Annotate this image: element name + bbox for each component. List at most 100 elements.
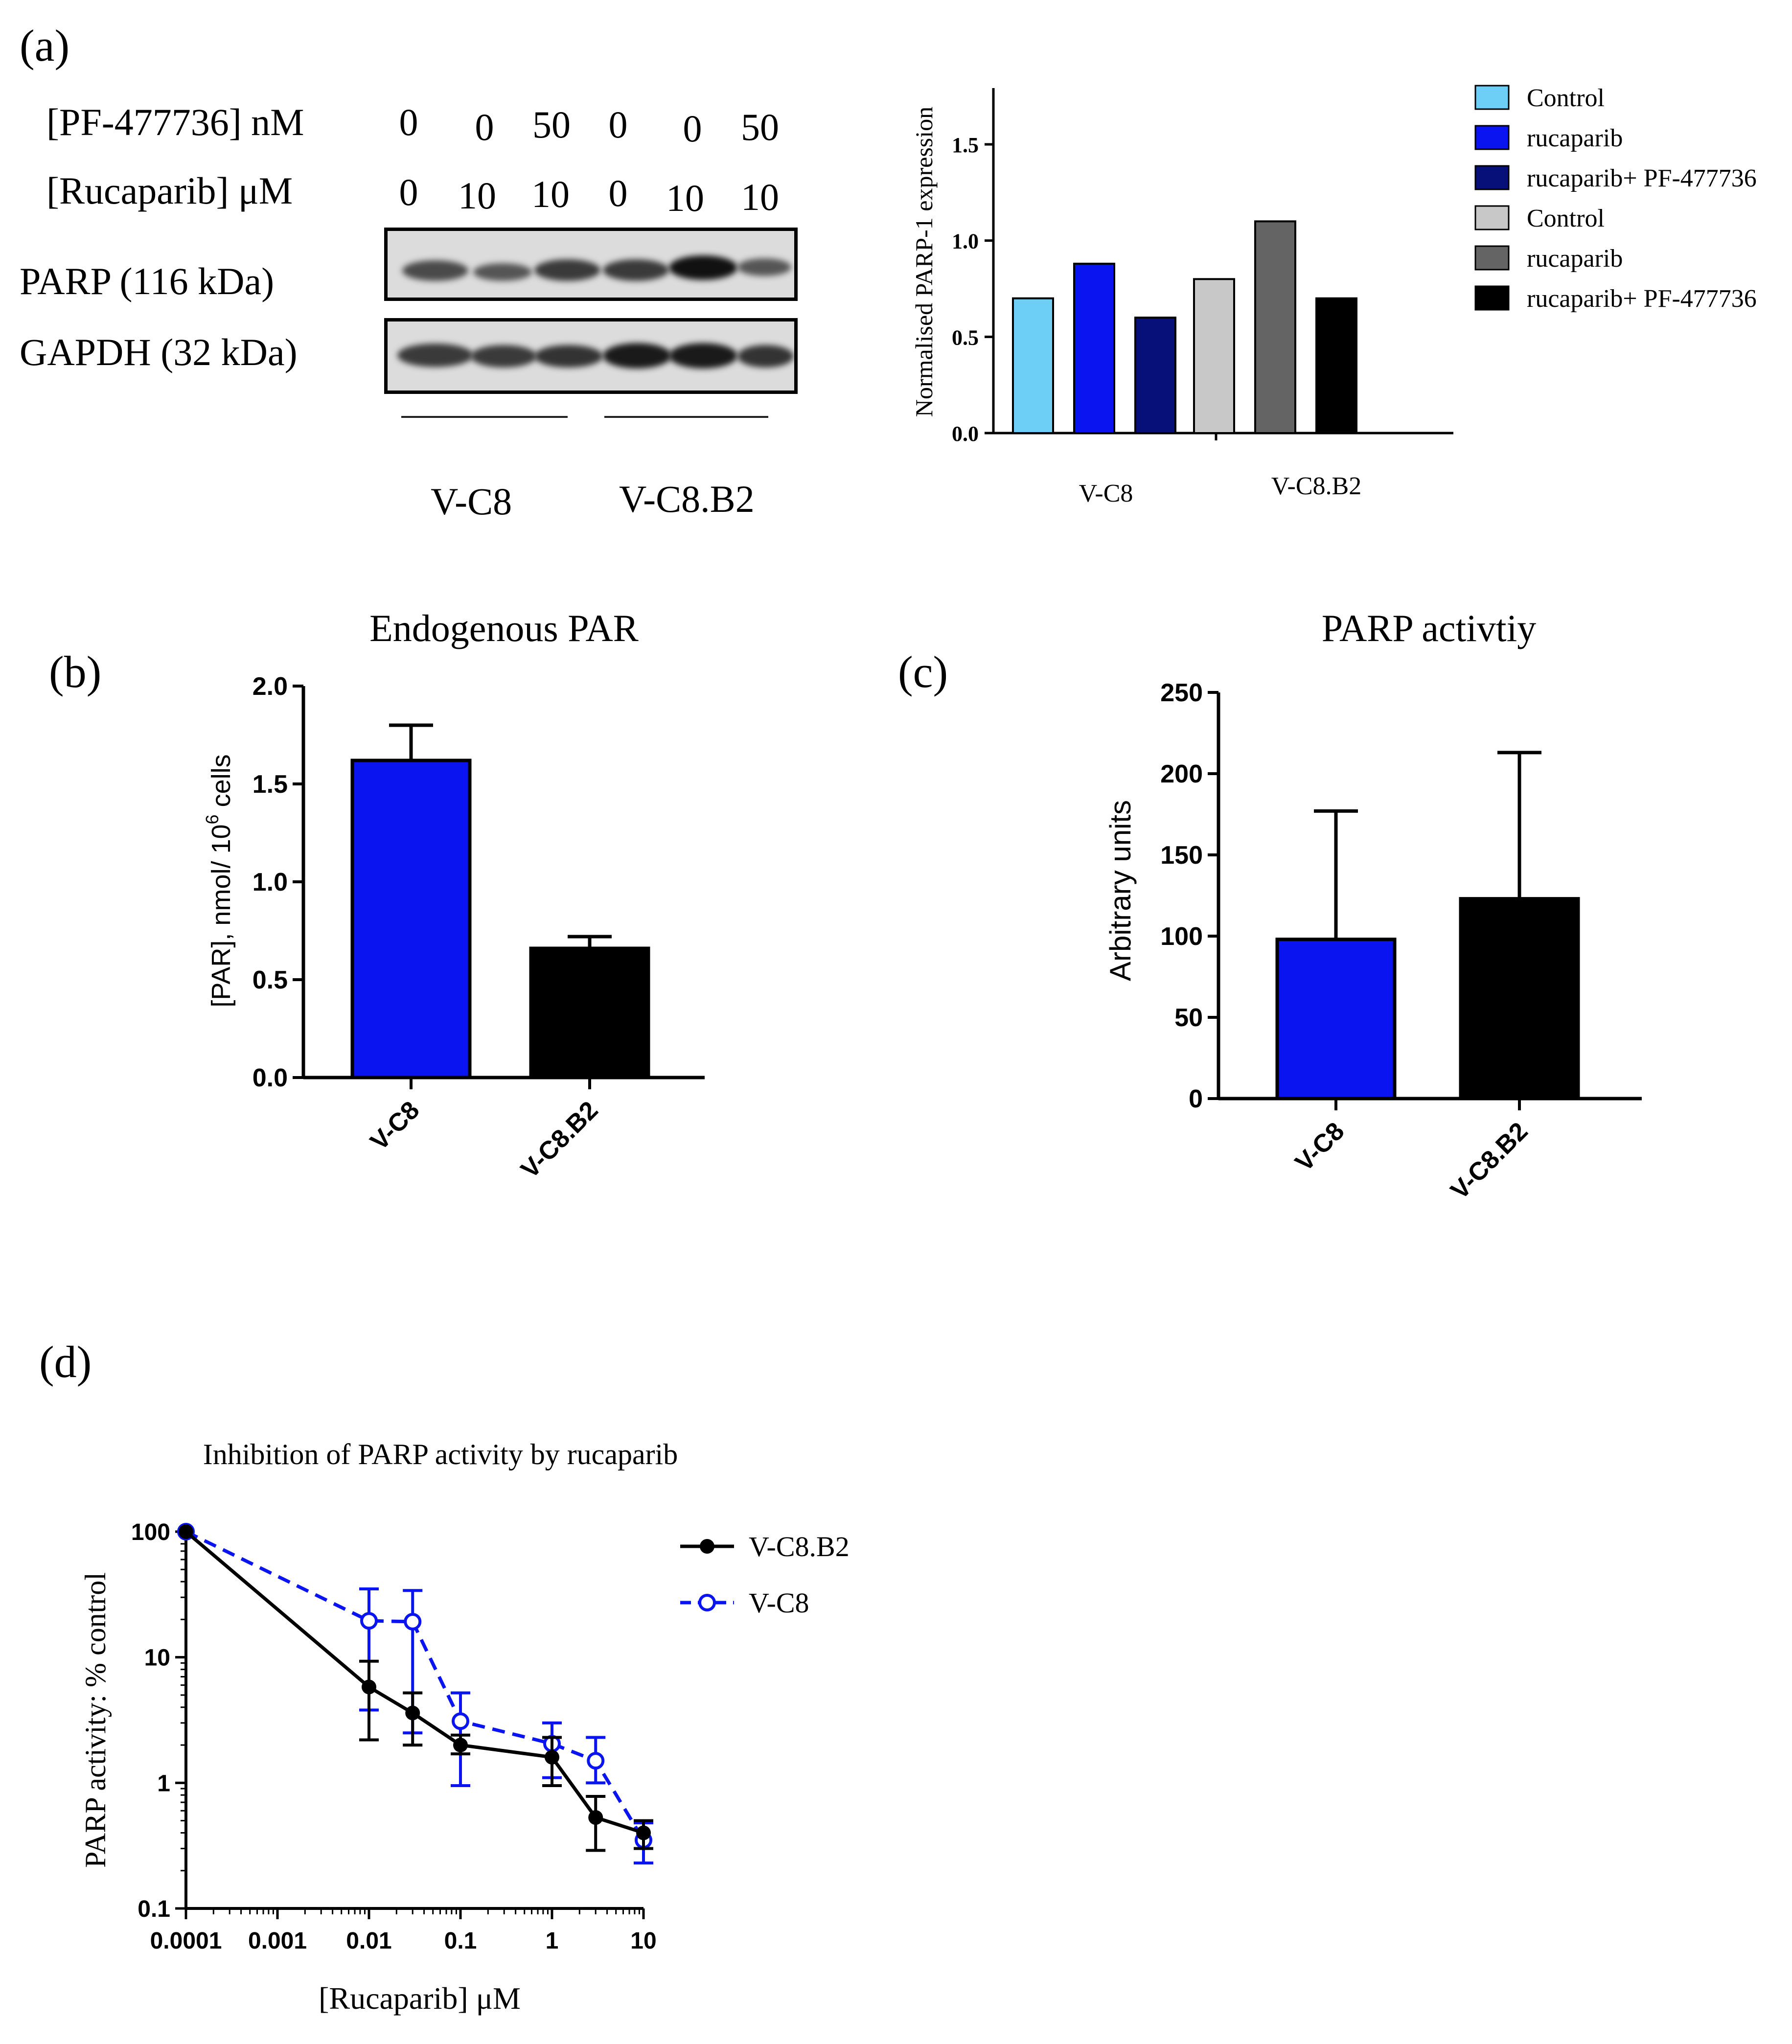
gapdh-band bbox=[669, 343, 737, 368]
chart-b-ytick-label: 1.0 bbox=[253, 868, 288, 896]
chart-d-xtick-label: 0.01 bbox=[346, 1928, 391, 1954]
chart-a-legend-swatch bbox=[1474, 165, 1510, 190]
chart-d-xtick-label: 0.001 bbox=[248, 1928, 307, 1954]
chart-d-point bbox=[636, 1825, 651, 1840]
parp-band bbox=[669, 255, 737, 280]
chart-a-bar bbox=[1073, 262, 1115, 434]
gapdh-band bbox=[603, 343, 671, 368]
chart-d-point bbox=[453, 1738, 468, 1753]
chart-d-ytick-label: 1 bbox=[157, 1770, 170, 1796]
ruca-value: 10 bbox=[458, 174, 496, 217]
chart-a-bar bbox=[1254, 220, 1296, 434]
pf-value: 50 bbox=[741, 106, 779, 148]
chart-b-ytick-label: 0.5 bbox=[253, 966, 288, 994]
chart-c-ytick-label: 100 bbox=[1160, 922, 1203, 951]
chart-a-ytick-label: 1.0 bbox=[952, 230, 979, 253]
panel-label-d: (d) bbox=[39, 1337, 92, 1387]
chart-a-group-label: V-C8.B2 bbox=[1271, 472, 1361, 500]
pf-value: 0 bbox=[683, 107, 702, 150]
gapdh-band bbox=[397, 344, 473, 367]
chart-a-legend-label: Control bbox=[1527, 84, 1605, 112]
parp-band bbox=[473, 263, 532, 281]
chart-d-line-v-c8 bbox=[185, 1530, 645, 1841]
chart-a-group-label: V-C8 bbox=[1079, 480, 1133, 507]
chart-a-legend-label: rucaparib bbox=[1527, 124, 1623, 152]
chart-b-xtick-label: V-C8 bbox=[365, 1096, 425, 1156]
chart-c-bar bbox=[1459, 897, 1580, 1101]
chart-a-ylabel: Normalised PARP-1 expression bbox=[910, 107, 938, 417]
chart-a-ytick-label: 1.5 bbox=[952, 133, 979, 157]
chart-d-point bbox=[452, 1712, 469, 1730]
chart-b-ytick-label: 1.5 bbox=[253, 770, 288, 799]
blot-group-vc8: V-C8 bbox=[431, 480, 512, 523]
chart-a-ytick-label: 0.0 bbox=[952, 422, 979, 446]
pf-value: 50 bbox=[532, 103, 571, 146]
chart-a-legend-swatch bbox=[1474, 205, 1510, 230]
chart-a-bar bbox=[1012, 297, 1054, 434]
chart-c-xtick-label: V-C8.B2 bbox=[1446, 1117, 1534, 1205]
ruca-value: 0 bbox=[399, 171, 418, 213]
chart-a-bar bbox=[1134, 317, 1176, 434]
chart-d-point bbox=[405, 1705, 420, 1721]
chart-d-legend-label: V-C8.B2 bbox=[749, 1531, 850, 1562]
parp-band-label: PARP (116 kDa) bbox=[20, 260, 275, 302]
gapdh-band bbox=[534, 345, 603, 367]
chart-a-legend-swatch bbox=[1474, 245, 1510, 271]
chart-d-ylabel: PARP activity: % control bbox=[79, 1572, 112, 1868]
chart-d-point bbox=[362, 1679, 376, 1695]
chart-a-bar bbox=[1315, 297, 1357, 434]
parp-band bbox=[534, 259, 600, 281]
chart-d-xlabel: [Rucaparib] μM bbox=[319, 1981, 521, 2016]
chart-a-bar bbox=[1193, 278, 1235, 434]
panel-label-a: (a) bbox=[20, 21, 70, 70]
gapdh-blot bbox=[384, 318, 798, 394]
chart-c-ytick-label: 150 bbox=[1160, 841, 1203, 870]
pf-value: 0 bbox=[475, 106, 494, 148]
chart-a-expression: 0.0 0.5 1.0 1.5 Normalised PARP-1 expressio… bbox=[910, 84, 1757, 507]
chart-a-ytick-label: 0.5 bbox=[952, 325, 979, 349]
chart-d-point bbox=[360, 1612, 378, 1630]
pf-value: 0 bbox=[399, 101, 418, 143]
chart-d-legend-marker bbox=[698, 1594, 716, 1611]
chart-a-legend-label: rucaparib bbox=[1527, 245, 1623, 273]
ruca-value: 10 bbox=[741, 176, 779, 218]
gapdh-band-label: GAPDH (32 kDa) bbox=[20, 331, 298, 373]
parp-blot bbox=[384, 228, 798, 301]
chart-c-ytick-label: 250 bbox=[1160, 679, 1203, 707]
chart-a-legend-label: rucaparib+ PF-477736 bbox=[1527, 164, 1757, 192]
chart-c-ytick-label: 200 bbox=[1160, 760, 1203, 788]
panel-label-b: (b) bbox=[49, 647, 102, 697]
parp-band bbox=[603, 259, 669, 281]
chart-a-legend-swatch bbox=[1474, 85, 1510, 110]
chart-d-xtick-label: 1 bbox=[546, 1928, 559, 1954]
chart-c-ylabel: Arbitrary units bbox=[1104, 800, 1137, 981]
pf-value: 0 bbox=[608, 103, 628, 146]
gapdh-band bbox=[471, 345, 537, 367]
chart-b-ylabel: [PAR], nmol/ 106 cells bbox=[202, 754, 236, 1007]
group-underline-vc8b2 bbox=[604, 416, 768, 418]
chart-b-ytick-label: 2.0 bbox=[253, 672, 288, 701]
chart-b-bar bbox=[350, 758, 472, 1079]
chart-d-point bbox=[588, 1810, 603, 1825]
chart-b-xtick-label: V-C8.B2 bbox=[516, 1096, 604, 1184]
chart-c-bar bbox=[1275, 938, 1397, 1101]
chart-d-ytick-label: 100 bbox=[131, 1519, 170, 1545]
chart-d-title: Inhibition of PARP activity by rucaparib bbox=[203, 1438, 678, 1470]
chart-d-xtick-label: 10 bbox=[630, 1928, 656, 1954]
chart-c-title: PARP activtiy bbox=[1322, 607, 1536, 649]
chart-c-xtick-label: V-C8 bbox=[1290, 1117, 1350, 1177]
chart-b-bar bbox=[529, 946, 650, 1079]
chart-d-xtick-label: 0.1 bbox=[444, 1928, 477, 1954]
chart-d-point bbox=[404, 1612, 422, 1631]
chart-b-endogenous-par: Endogenous PAR 0.0 0.5 1.0 1.5 2.0 V-C8 V-C8.B… bbox=[202, 607, 705, 1184]
chart-a-legend-swatch bbox=[1474, 285, 1510, 311]
chart-b-title: Endogenous PAR bbox=[369, 607, 639, 649]
gapdh-band bbox=[737, 345, 794, 367]
chart-b-ytick-label: 0.0 bbox=[253, 1064, 288, 1092]
chart-d-legend-marker bbox=[700, 1539, 714, 1554]
blot-group-vc8b2: V-C8.B2 bbox=[619, 478, 755, 520]
chart-c-ytick-label: 50 bbox=[1174, 1004, 1203, 1032]
chart-d-point bbox=[179, 1524, 193, 1539]
chart-a-legend-label: Control bbox=[1527, 205, 1605, 232]
